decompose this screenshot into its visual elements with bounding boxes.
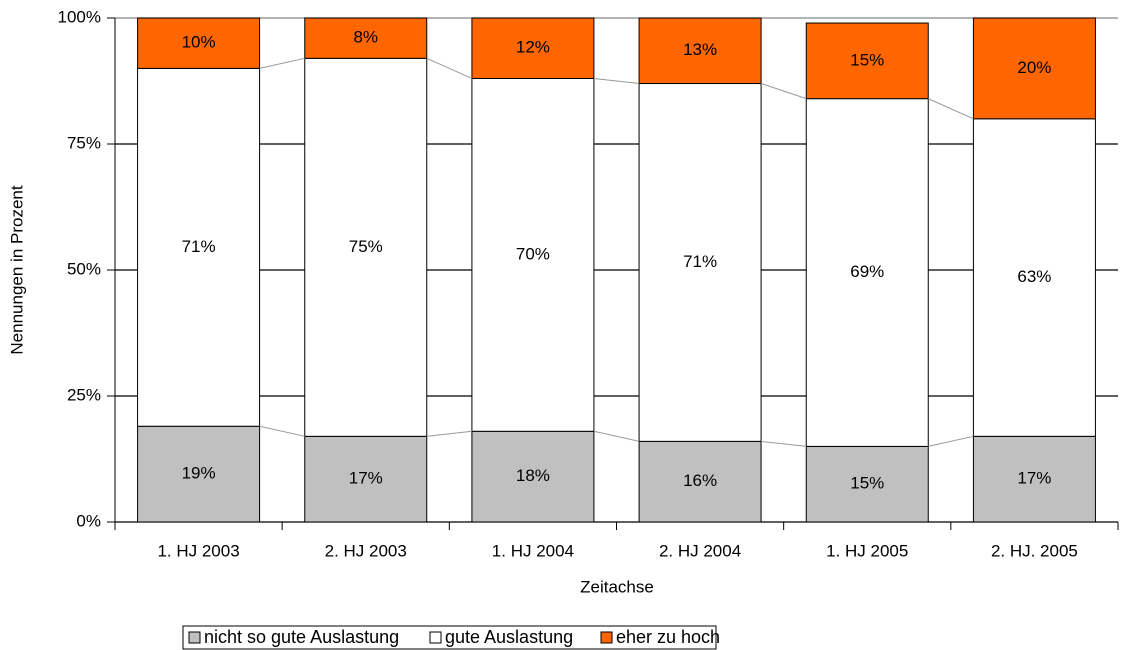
y-tick-label: 50% [67, 259, 101, 278]
bar-segment [471, 430, 595, 523]
data-label: 15% [850, 474, 884, 493]
bar-segment [137, 67, 261, 427]
bar-segment [805, 22, 929, 100]
bar-segment [304, 17, 428, 59]
y-tick-label: 75% [67, 133, 101, 152]
bar-segment [638, 83, 762, 442]
bar-segment [972, 435, 1096, 523]
x-tick-label: 1. HJ 2004 [492, 541, 574, 560]
series-line [259, 57, 305, 69]
bar-segment [805, 445, 929, 523]
y-tick-label: 100% [58, 7, 101, 26]
series-line [928, 98, 974, 120]
data-label: 75% [349, 237, 383, 256]
legend-swatch [429, 631, 442, 644]
x-tick-label: 2. HJ 2004 [659, 541, 741, 560]
x-tick-label: 2. HJ 2003 [325, 541, 407, 560]
x-axis-title: Zeitachse [580, 577, 654, 596]
data-label: 18% [516, 466, 550, 485]
data-label: 71% [683, 252, 717, 271]
data-label: 17% [349, 469, 383, 488]
data-label: 19% [182, 464, 216, 483]
data-label: 71% [182, 237, 216, 256]
data-label: 15% [850, 50, 884, 69]
bar-segment [471, 17, 595, 79]
series-line [426, 57, 473, 79]
bar-segment [304, 435, 428, 523]
data-label: 10% [182, 33, 216, 52]
bar-segment [972, 118, 1096, 437]
data-label: 17% [1017, 469, 1051, 488]
x-tick-label: 1. HJ 2005 [826, 541, 908, 560]
data-label: 8% [353, 28, 378, 47]
series-line [928, 435, 974, 447]
bar-segment [972, 17, 1096, 120]
legend-label: nicht so gute Auslastung [204, 627, 399, 647]
bar-segment [304, 57, 428, 437]
series-line [259, 425, 305, 437]
data-label: 12% [516, 38, 550, 57]
data-label: 20% [1017, 58, 1051, 77]
data-label: 63% [1017, 267, 1051, 286]
bar-segment [471, 77, 595, 432]
data-label: 16% [683, 471, 717, 490]
data-label: 69% [850, 262, 884, 281]
x-tick-label: 1. HJ 2003 [157, 541, 239, 560]
series-line [593, 430, 640, 442]
y-tick-label: 0% [76, 511, 101, 530]
series-line [760, 83, 807, 100]
legend-label: eher zu hoch [616, 627, 720, 647]
legend-swatch [600, 631, 613, 644]
x-tick-label: 2. HJ. 2005 [991, 541, 1078, 560]
data-label: 70% [516, 244, 550, 263]
series-line [593, 77, 640, 85]
legend-box [182, 625, 717, 650]
data-label: 13% [683, 40, 717, 59]
y-tick-label: 25% [67, 385, 101, 404]
bar-segment [638, 440, 762, 523]
bar-segment [638, 17, 762, 85]
bar-segment [137, 17, 261, 69]
legend-label: gute Auslastung [445, 627, 573, 647]
legend-swatch [188, 631, 201, 644]
y-axis-title: Nennungen in Prozent [7, 185, 26, 354]
series-line [426, 430, 472, 437]
series-line [761, 440, 807, 447]
